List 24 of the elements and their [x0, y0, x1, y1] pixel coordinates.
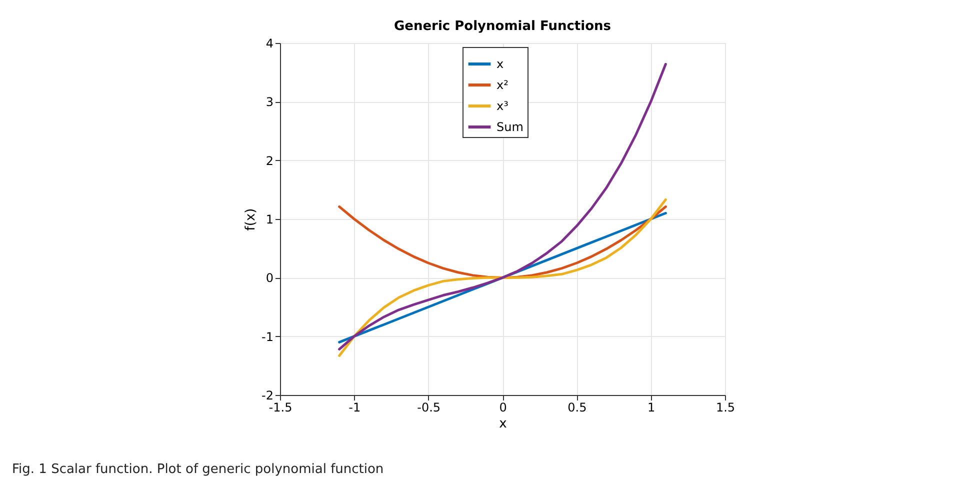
x-tick-label: 1	[648, 400, 656, 414]
y-tick-label: 3	[266, 95, 274, 110]
chart-title: Generic Polynomial Functions	[394, 19, 612, 34]
y-tick-label: 4	[266, 36, 274, 50]
caption: Fig. 1 Scalar function. Plot of generic polynomial function	[12, 462, 384, 477]
legend-label: x²	[496, 78, 509, 92]
y-tick-label: -1	[262, 330, 274, 344]
y-axis-title: f(x)	[244, 208, 259, 231]
y-tick-label: 0	[266, 271, 274, 286]
line-series	[338, 198, 667, 357]
x-tick-label: 0.5	[568, 400, 587, 414]
x-axis-title: x	[499, 416, 508, 432]
line-series	[338, 62, 667, 350]
y-tick-label: 1	[266, 212, 274, 226]
y-tick-label: -2	[262, 388, 274, 402]
legend-label: Sum	[496, 120, 524, 134]
x-tick-label: 1.5	[716, 400, 736, 414]
x-tick-label: 0	[499, 400, 507, 414]
x-tick-label: -0.5	[417, 400, 441, 414]
x-tick-label: -1	[348, 400, 361, 414]
x-tick-label: -1.5	[268, 400, 292, 414]
legend-label: x³	[496, 99, 509, 113]
y-tick-label: 2	[266, 154, 274, 168]
legend-label: x	[496, 57, 504, 71]
